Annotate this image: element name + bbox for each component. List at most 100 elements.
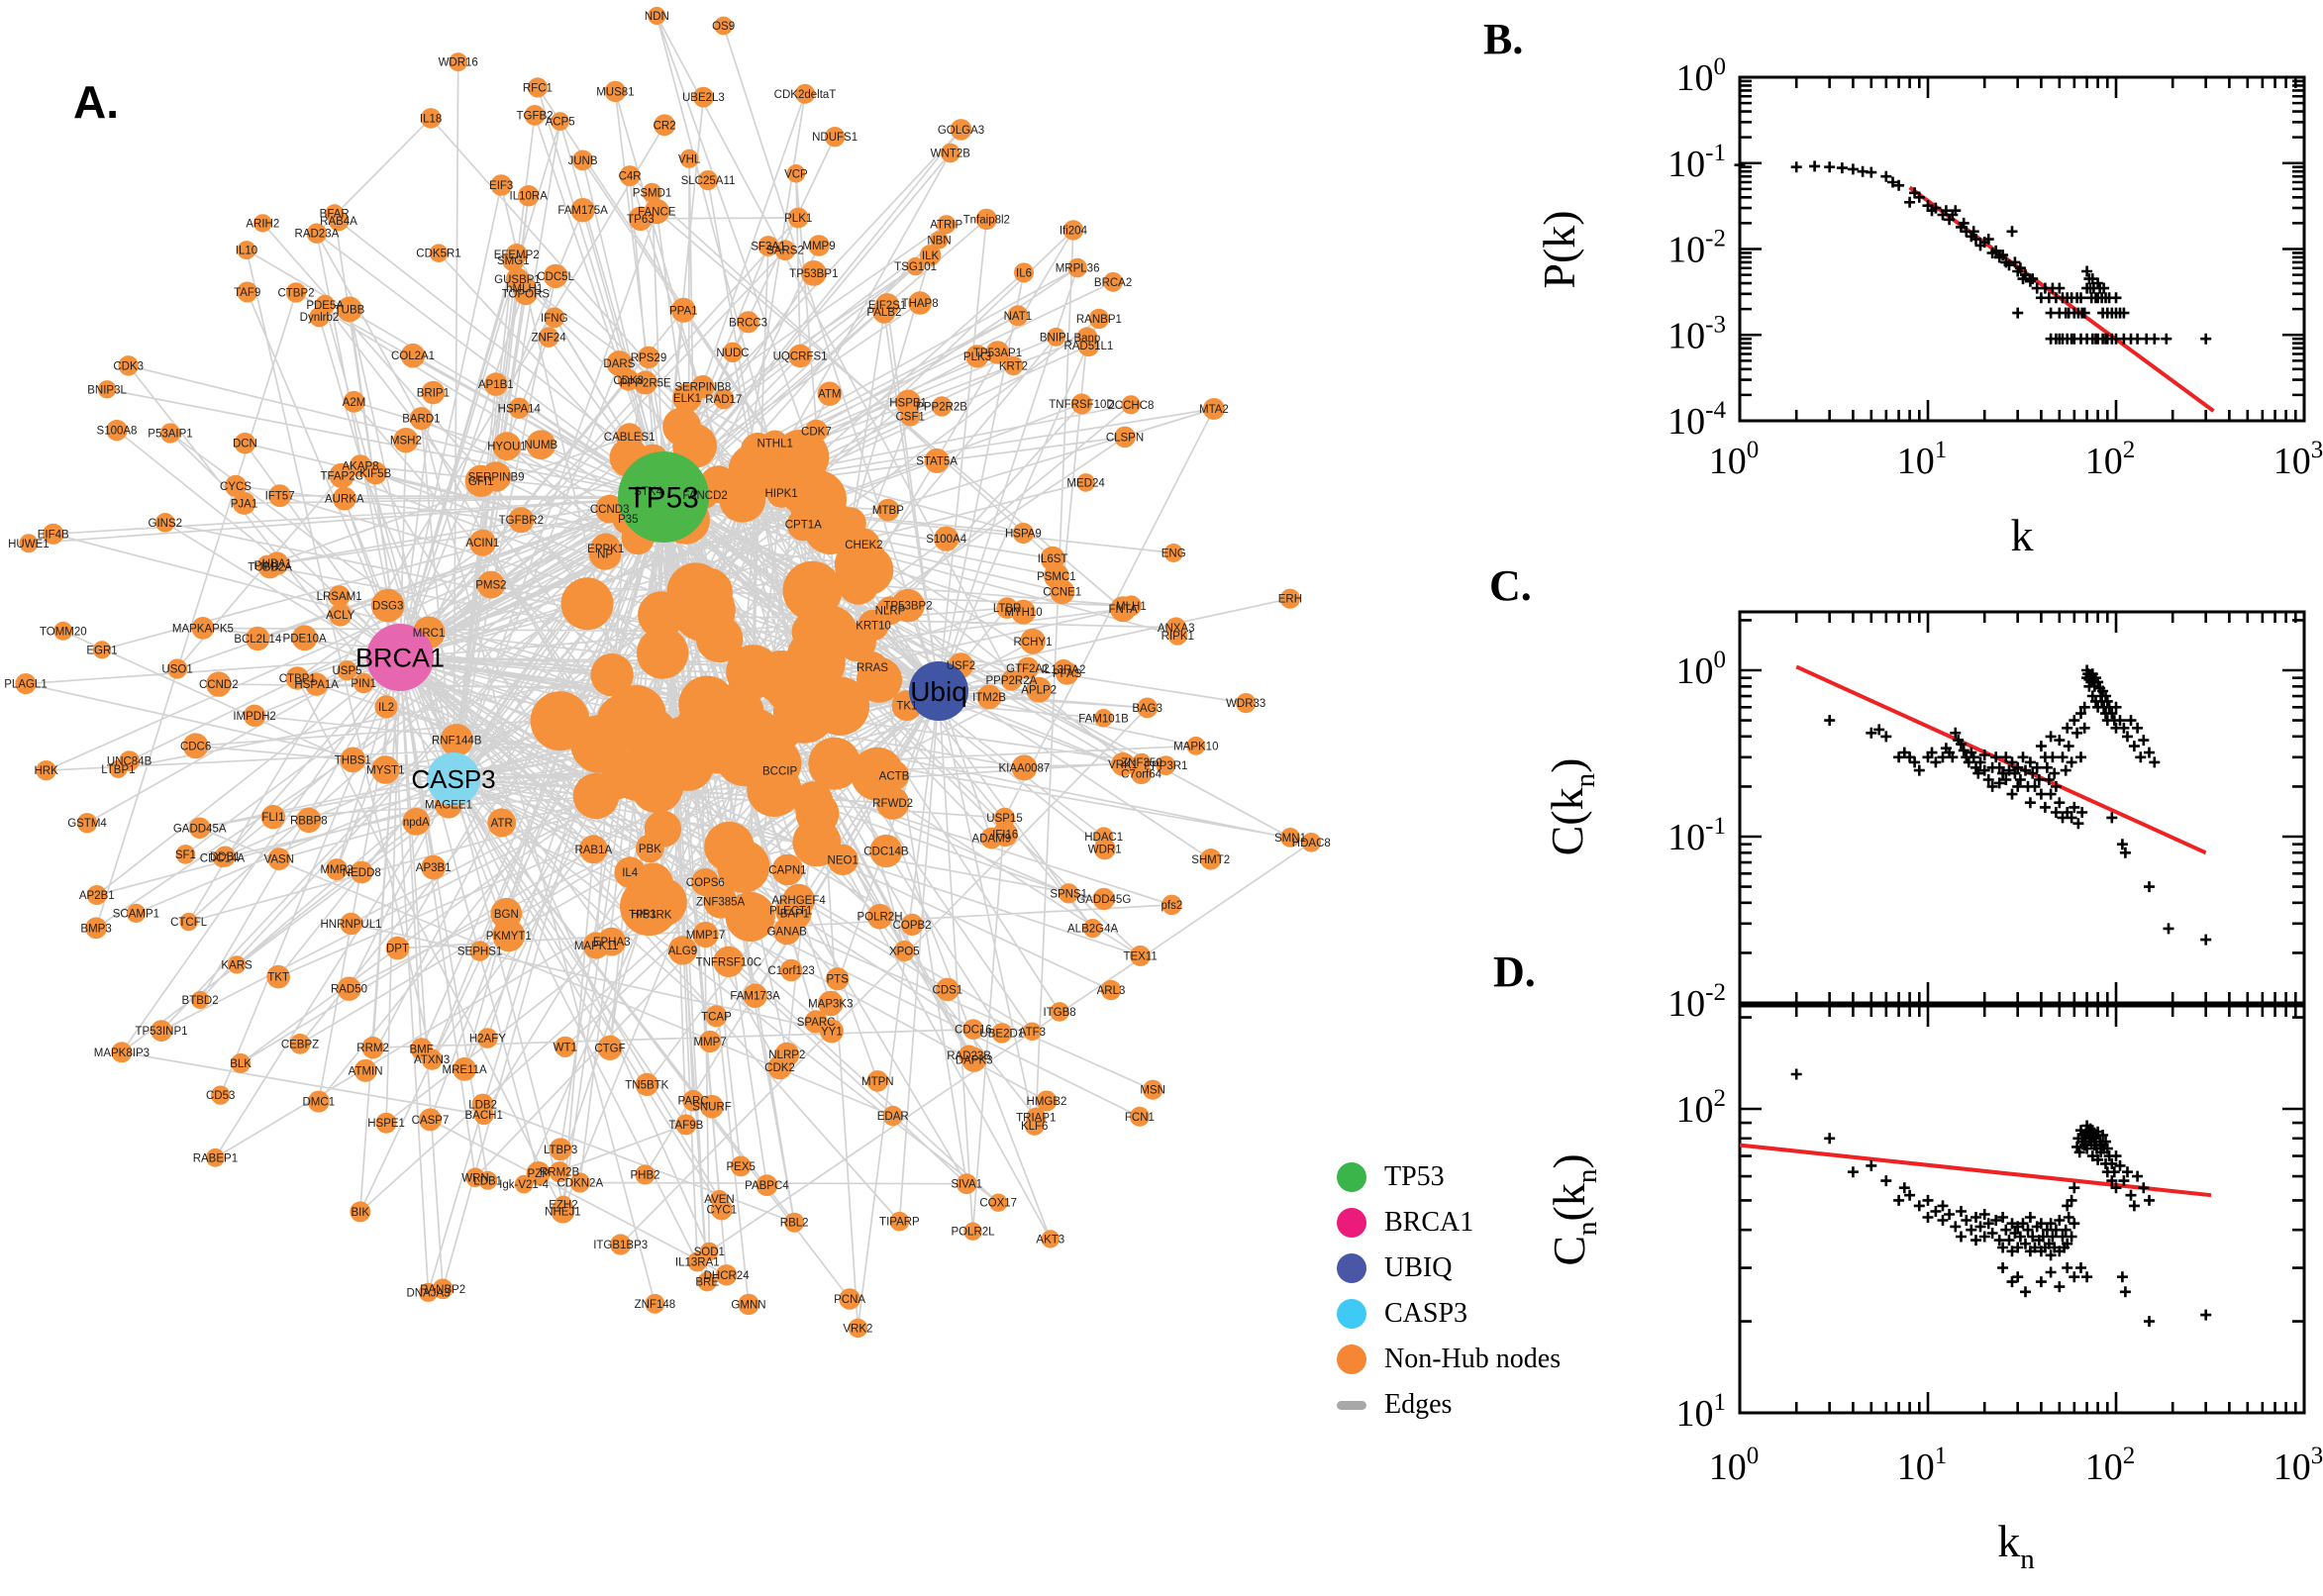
network-node[interactable] — [1279, 588, 1300, 609]
network-node[interactable] — [354, 672, 374, 694]
hub-node-ubiq[interactable] — [909, 661, 968, 721]
network-node[interactable] — [901, 913, 924, 937]
network-node[interactable] — [606, 350, 633, 376]
network-node[interactable] — [111, 1042, 133, 1063]
network-node[interactable] — [167, 658, 188, 679]
network-node[interactable] — [1167, 625, 1188, 646]
network-node[interactable] — [361, 1037, 384, 1059]
network-node[interactable] — [1044, 563, 1069, 589]
network-node[interactable] — [227, 955, 247, 974]
network-node[interactable] — [1236, 693, 1257, 714]
network-node[interactable] — [699, 1030, 722, 1053]
network-node[interactable] — [191, 617, 215, 640]
network-node[interactable] — [908, 291, 932, 315]
network-node[interactable] — [307, 1090, 330, 1113]
network-node[interactable] — [374, 695, 398, 719]
network-node[interactable] — [737, 311, 759, 334]
network-node[interactable] — [328, 585, 351, 608]
network-node[interactable] — [418, 1282, 439, 1302]
network-node[interactable] — [421, 380, 446, 405]
network-node[interactable] — [385, 936, 410, 960]
network-node[interactable] — [590, 533, 621, 564]
network-node[interactable] — [544, 307, 565, 329]
network-node[interactable] — [508, 397, 530, 419]
network-node[interactable] — [256, 554, 278, 576]
network-node[interactable] — [672, 383, 702, 413]
network-node[interactable] — [151, 1020, 172, 1042]
network-node[interactable] — [893, 940, 915, 962]
network-node[interactable] — [784, 1212, 805, 1233]
network-node[interactable] — [1156, 755, 1176, 775]
network-node[interactable] — [432, 1278, 454, 1300]
network-node[interactable] — [419, 1108, 442, 1132]
network-node[interactable] — [429, 244, 449, 262]
core-node[interactable] — [774, 677, 824, 728]
network-node[interactable] — [514, 281, 538, 306]
network-node[interactable] — [722, 342, 744, 362]
network-node[interactable] — [337, 976, 361, 1001]
network-node[interactable] — [490, 174, 512, 196]
core-node[interactable] — [704, 821, 755, 872]
network-node[interactable] — [15, 673, 37, 695]
core-node[interactable] — [630, 759, 684, 814]
network-node[interactable] — [126, 903, 146, 924]
network-node[interactable] — [767, 1054, 792, 1080]
hub-node-casp3[interactable] — [427, 752, 480, 806]
network-node[interactable] — [526, 430, 556, 460]
network-node[interactable] — [549, 1161, 570, 1183]
network-node[interactable] — [1137, 697, 1159, 719]
network-node[interactable] — [43, 523, 64, 545]
network-node[interactable] — [758, 236, 779, 256]
network-node[interactable] — [332, 486, 356, 511]
network-node[interactable] — [363, 461, 387, 485]
network-node[interactable] — [756, 1174, 778, 1197]
network-node[interactable] — [214, 846, 236, 867]
network-node[interactable] — [654, 114, 675, 137]
network-node[interactable] — [700, 1242, 719, 1261]
network-node[interactable] — [764, 755, 796, 787]
network-node[interactable] — [371, 755, 400, 784]
network-node[interactable] — [492, 432, 522, 461]
network-node[interactable] — [1023, 1022, 1042, 1042]
network-node[interactable] — [714, 16, 733, 36]
network-node[interactable] — [610, 1234, 632, 1255]
network-node[interactable] — [524, 105, 546, 126]
network-node[interactable] — [980, 827, 1003, 849]
network-node[interactable] — [1186, 736, 1206, 755]
network-node[interactable] — [453, 1057, 476, 1081]
core-node[interactable] — [695, 615, 744, 663]
network-node[interactable] — [234, 432, 256, 454]
network-node[interactable] — [633, 370, 657, 395]
network-node[interactable] — [697, 170, 719, 191]
network-node[interactable] — [648, 6, 666, 26]
network-node[interactable] — [786, 164, 806, 183]
network-node[interactable] — [930, 231, 949, 249]
network-node[interactable] — [337, 660, 357, 681]
network-node[interactable] — [692, 921, 719, 948]
hub-node-brca1[interactable] — [366, 624, 434, 691]
network-node[interactable] — [1103, 271, 1123, 292]
network-node[interactable] — [449, 52, 468, 72]
network-node[interactable] — [730, 1155, 752, 1177]
network-node[interactable] — [296, 807, 322, 834]
network-node[interactable] — [713, 388, 735, 410]
network-node[interactable] — [931, 396, 953, 417]
network-node[interactable] — [919, 245, 942, 266]
network-node[interactable] — [804, 1010, 828, 1034]
network-node[interactable] — [285, 282, 307, 303]
network-node[interactable] — [817, 381, 842, 406]
network-node[interactable] — [1143, 1079, 1163, 1100]
network-node[interactable] — [243, 704, 266, 727]
network-node[interactable] — [1076, 327, 1098, 349]
network-node[interactable] — [490, 897, 523, 930]
network-node[interactable] — [965, 345, 989, 368]
network-node[interactable] — [774, 240, 796, 261]
network-node[interactable] — [468, 529, 496, 556]
network-node[interactable] — [354, 1058, 377, 1082]
network-node[interactable] — [267, 848, 291, 870]
network-node[interactable] — [409, 407, 433, 431]
network-node[interactable] — [36, 760, 56, 781]
network-node[interactable] — [325, 204, 345, 223]
network-node[interactable] — [771, 853, 804, 886]
network-node[interactable] — [76, 813, 98, 834]
